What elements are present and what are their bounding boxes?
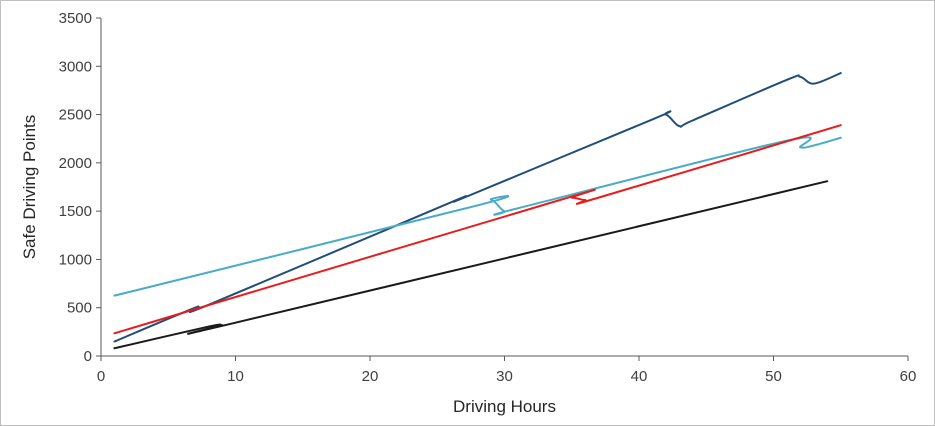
y-tick-label: 1500	[59, 203, 92, 220]
axes	[100, 18, 908, 357]
x-tick-label: 60	[900, 368, 917, 385]
x-tick-label: 50	[765, 368, 782, 385]
series-line-4	[113, 180, 829, 350]
y-tick-label: 3500	[59, 10, 92, 27]
y-tick-label: 1000	[59, 251, 92, 268]
series-line-2	[113, 136, 842, 297]
y-tick-label: 3000	[59, 58, 92, 75]
y-axis-title: Safe Driving Points	[20, 115, 39, 260]
x-tick-label: 20	[362, 368, 379, 385]
x-tick-label: 40	[631, 368, 648, 385]
x-tick-label: 30	[496, 368, 513, 385]
series-lines	[113, 72, 842, 350]
x-tick-label: 0	[97, 368, 105, 385]
ticks: 0 10 20 30 40 50 60 0 500 1000 1500 2000 2500 3000 350…	[59, 10, 917, 385]
y-tick-label: 2500	[59, 107, 92, 124]
x-tick-label: 10	[227, 368, 244, 385]
y-tick-label: 500	[67, 300, 92, 317]
y-tick-label: 0	[84, 348, 92, 365]
y-tick-label: 2000	[59, 155, 92, 172]
series-line-3	[113, 124, 842, 335]
x-axis-title: Driving Hours	[453, 397, 556, 416]
